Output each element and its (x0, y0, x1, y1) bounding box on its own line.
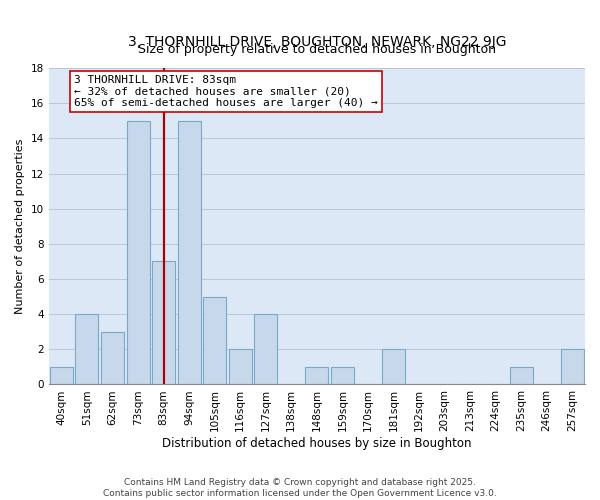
Bar (229, 350, 252, 384)
Bar (254, 314, 277, 384)
Bar (152, 262, 175, 384)
X-axis label: Distribution of detached houses by size in Boughton: Distribution of detached houses by size … (162, 437, 472, 450)
Text: Contains HM Land Registry data © Crown copyright and database right 2025.
Contai: Contains HM Land Registry data © Crown c… (103, 478, 497, 498)
Y-axis label: Number of detached properties: Number of detached properties (15, 138, 25, 314)
Title: 3, THORNHILL DRIVE, BOUGHTON, NEWARK, NG22 9JG: 3, THORNHILL DRIVE, BOUGHTON, NEWARK, NG… (128, 35, 506, 49)
Text: Size of property relative to detached houses in Boughton: Size of property relative to detached ho… (138, 42, 496, 56)
Bar (127, 121, 149, 384)
Text: 3 THORNHILL DRIVE: 83sqm
← 32% of detached houses are smaller (20)
65% of semi-d: 3 THORNHILL DRIVE: 83sqm ← 32% of detach… (74, 75, 378, 108)
Bar (178, 121, 200, 384)
Bar (50, 367, 73, 384)
Bar (101, 332, 124, 384)
Bar (382, 350, 405, 384)
Bar (331, 367, 354, 384)
Bar (76, 314, 98, 384)
Bar (203, 296, 226, 384)
Bar (305, 367, 328, 384)
Bar (509, 367, 533, 384)
Bar (561, 350, 584, 384)
